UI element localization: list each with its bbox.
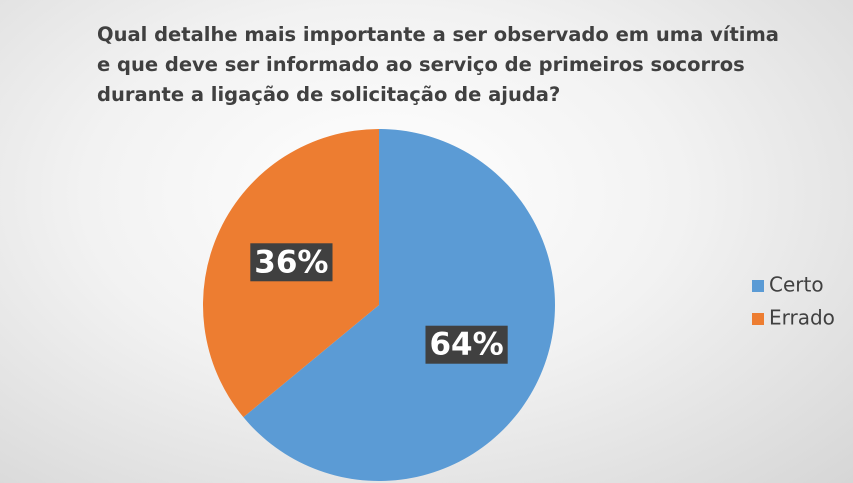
legend-swatch [752, 313, 764, 325]
value-label: 64% [429, 327, 503, 363]
legend-swatch [752, 280, 764, 292]
value-label-box [425, 325, 508, 364]
legend-label: Errado [769, 306, 835, 330]
legend-label: Certo [769, 273, 824, 297]
value-label-box [250, 243, 333, 282]
value-label: 36% [254, 244, 328, 280]
pie-slice [243, 129, 556, 481]
chart-title: Qual detalhe mais importante a ser obser… [97, 23, 779, 106]
